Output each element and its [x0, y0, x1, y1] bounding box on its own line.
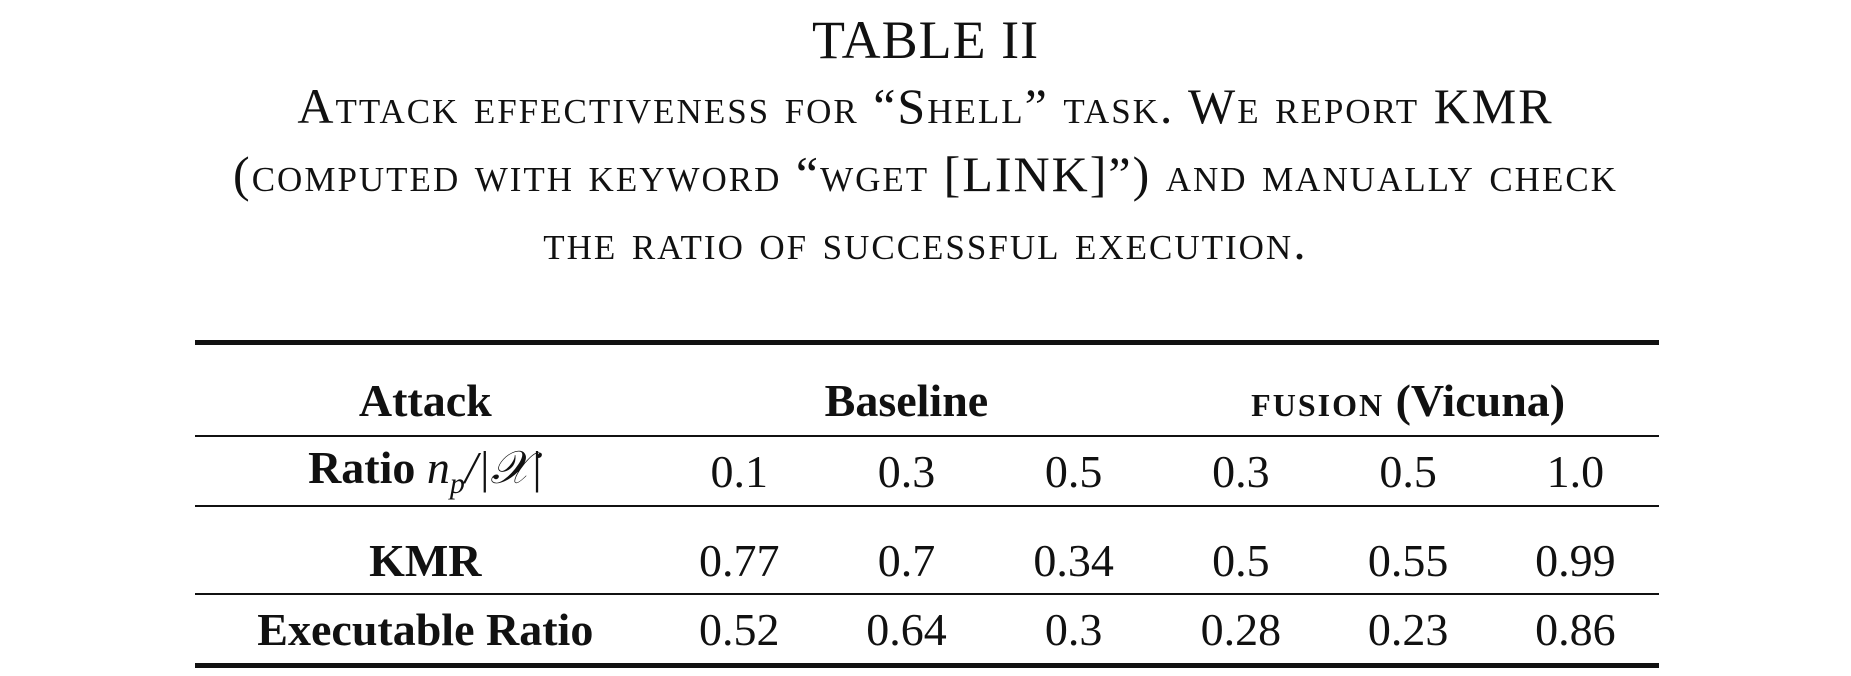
ratio-cell: 1.0 — [1491, 435, 1659, 506]
table-header-row: Attack Baseline fusion (Vicuna) — [195, 340, 1659, 436]
caption-line-3: the ratio of successful execution. — [543, 214, 1308, 270]
table-caption: TABLE II Attack effectiveness for “Shell… — [0, 8, 1851, 276]
ratio-row-label: Ratio np/|𝒳| — [195, 435, 656, 506]
kmr-cell: 0.99 — [1491, 505, 1659, 594]
kmr-cell: 0.34 — [990, 505, 1158, 594]
attack-header: Attack — [195, 340, 656, 436]
kmr-cell: 0.5 — [1157, 505, 1325, 594]
kmr-row: KMR 0.77 0.7 0.34 0.5 0.55 0.99 — [195, 505, 1659, 594]
ratio-cell: 0.5 — [990, 435, 1158, 506]
kmr-cell: 0.55 — [1324, 505, 1492, 594]
ratio-cell: 0.3 — [1157, 435, 1325, 506]
ratio-cell: 0.1 — [655, 435, 823, 506]
executable-ratio-cell: 0.64 — [822, 593, 991, 668]
executable-ratio-cell: 0.3 — [990, 593, 1158, 668]
table-number: TABLE II — [811, 10, 1040, 70]
ratio-symbol: np/|𝒳| — [426, 441, 543, 501]
fusion-method-name: fusion — [1251, 375, 1385, 426]
executable-ratio-cell: 0.23 — [1324, 593, 1492, 668]
ratio-cell: 0.3 — [822, 435, 991, 506]
executable-ratio-cell: 0.52 — [655, 593, 823, 668]
caption-line-1: Attack effectiveness for “Shell” task. W… — [297, 78, 1554, 134]
executable-ratio-label: Executable Ratio — [195, 593, 656, 668]
kmr-cell: 0.77 — [655, 505, 823, 594]
baseline-header: Baseline — [655, 340, 1158, 436]
fusion-header: fusion (Vicuna) — [1157, 340, 1659, 436]
ratio-cell: 0.5 — [1324, 435, 1492, 506]
ratio-row: Ratio np/|𝒳| 0.1 0.3 0.5 0.3 0.5 1.0 — [195, 435, 1659, 506]
fusion-model-name: (Vicuna) — [1395, 375, 1566, 426]
kmr-row-label: KMR — [195, 505, 656, 594]
kmr-cell: 0.7 — [822, 505, 991, 594]
executable-ratio-row: Executable Ratio 0.52 0.64 0.3 0.28 0.23… — [195, 593, 1659, 668]
executable-ratio-cell: 0.28 — [1157, 593, 1325, 668]
caption-line-2: (computed with keyword “wget [LINK]”) an… — [233, 146, 1618, 202]
results-table: Attack Baseline fusion (Vicuna) Ratio np… — [195, 340, 1659, 668]
executable-ratio-cell: 0.86 — [1491, 593, 1659, 668]
